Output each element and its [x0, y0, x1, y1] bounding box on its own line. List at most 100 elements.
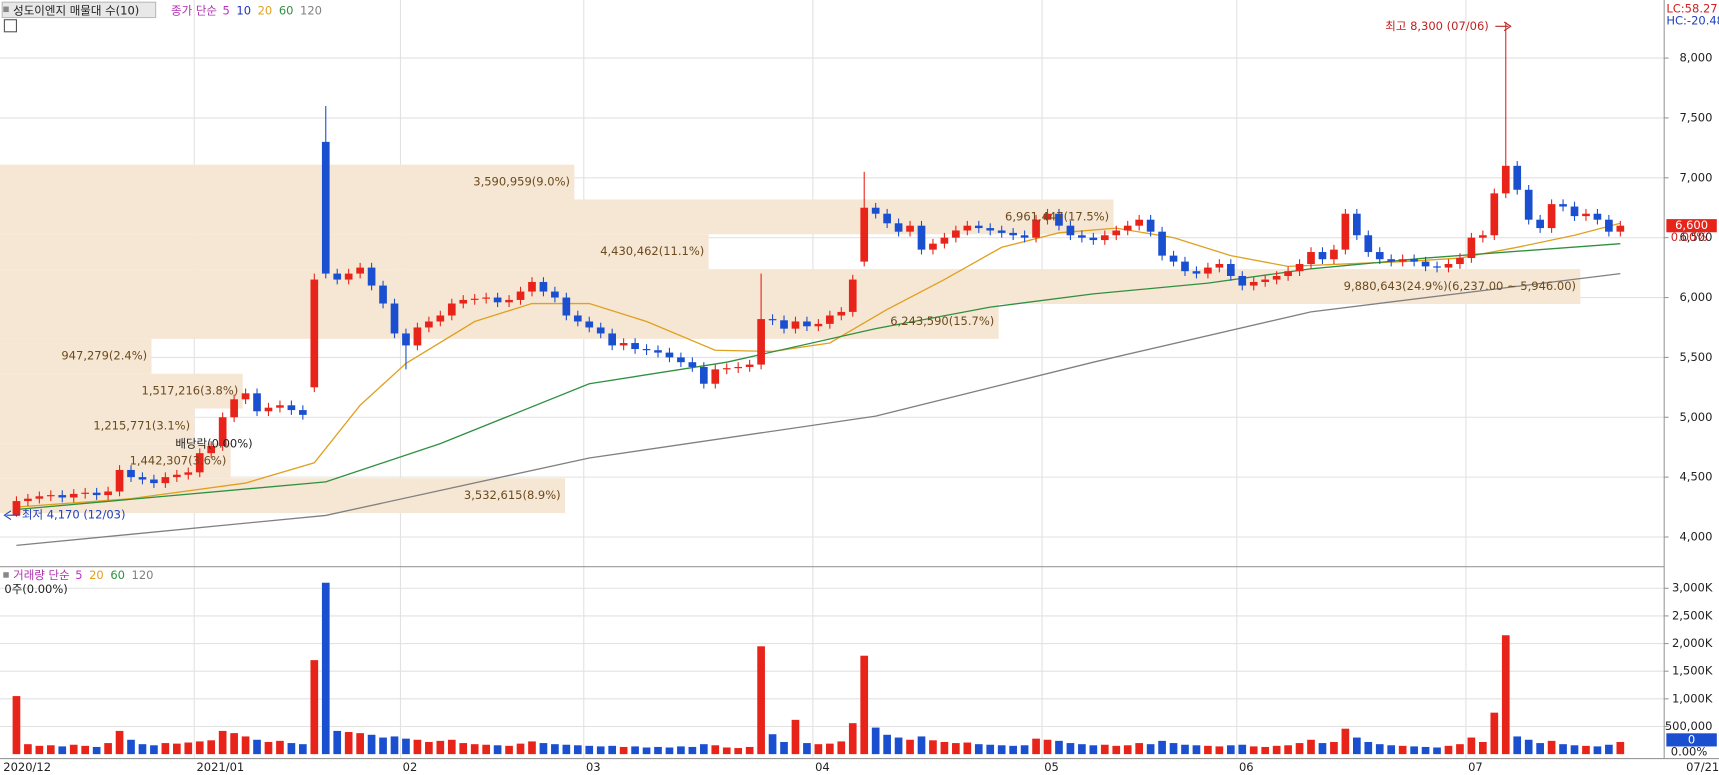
- candle-body: [608, 333, 617, 346]
- volume-bar: [1272, 745, 1281, 755]
- legend-entry: 120: [132, 568, 154, 582]
- volume-bar: [310, 660, 319, 755]
- candle-body: [722, 368, 731, 370]
- candle-body: [1272, 275, 1281, 280]
- candle-body: [837, 311, 846, 316]
- candle-body: [344, 273, 353, 280]
- candle-body: [413, 327, 422, 346]
- candle-body: [573, 315, 582, 322]
- ma-layer: [16, 222, 1621, 547]
- volume-bar: [642, 747, 651, 755]
- volume-bar: [929, 740, 937, 755]
- candle-body: [803, 321, 811, 327]
- volume-bar: [1055, 740, 1063, 755]
- volume-bar: [997, 745, 1006, 755]
- y-tick-label: 6,500: [1679, 230, 1712, 244]
- volume-bar: [1215, 746, 1224, 755]
- candle-body: [321, 141, 330, 274]
- legend-entry: 10: [236, 3, 251, 17]
- volume-bar: [894, 737, 903, 755]
- volume-bar: [184, 742, 193, 755]
- band-label: 6,243,590(15.7%): [890, 314, 994, 328]
- volume-bar: [287, 743, 296, 755]
- candle-body: [1192, 271, 1201, 274]
- volume-bar: [677, 746, 685, 755]
- candle-body: [883, 213, 891, 224]
- candle-body: [161, 477, 170, 484]
- hc-label: HC:-20.48: [1666, 13, 1719, 27]
- volume-bar: [1181, 744, 1189, 755]
- volume-bar: [195, 741, 204, 755]
- volume-bar: [161, 743, 170, 755]
- candle-body: [1375, 252, 1384, 260]
- candle-body: [654, 350, 662, 353]
- volume-profile-band: [0, 338, 152, 374]
- band-label: 947,279(2.4%): [61, 349, 147, 363]
- candle-body: [745, 364, 754, 367]
- candle-body: [780, 320, 788, 329]
- volume-bar: [654, 746, 662, 755]
- candle-body: [92, 492, 101, 496]
- candle-body: [402, 333, 410, 346]
- current-price: 6,600: [1675, 218, 1708, 232]
- candle-body: [425, 321, 433, 328]
- y-tick-label: 7,500: [1679, 110, 1712, 124]
- candle-body: [1513, 165, 1522, 190]
- candle-body: [1146, 219, 1155, 232]
- volume-bar: [573, 745, 582, 755]
- candle-body: [963, 225, 972, 231]
- current-change: 0.00%: [1671, 230, 1708, 244]
- candle-body: [551, 291, 559, 298]
- candle-body: [734, 366, 743, 369]
- candle-body: [1387, 259, 1396, 262]
- volume-bar: [1330, 741, 1338, 755]
- candle-body: [482, 297, 490, 299]
- volume-bar: [722, 747, 731, 755]
- candle-body: [46, 495, 55, 497]
- volume-bar: [1020, 745, 1029, 755]
- legend-entry: 20: [89, 568, 104, 582]
- volume-bar: [356, 733, 364, 755]
- y-tick-label: 7,000: [1679, 170, 1712, 184]
- volume-bar: [1433, 747, 1441, 755]
- candle-body: [1020, 235, 1029, 238]
- candle-body: [1433, 266, 1441, 268]
- candle-body: [1123, 225, 1132, 231]
- low-arrowhead: [3, 510, 12, 521]
- volume-bar: [12, 696, 21, 755]
- volume-bar: [390, 736, 399, 755]
- volume-bar: [367, 734, 376, 755]
- candle-body: [1501, 165, 1510, 194]
- candle-body: [69, 493, 78, 498]
- band-label: 3,532,615(8.9%): [464, 488, 561, 502]
- x-tick-label: 2020/12: [3, 760, 51, 774]
- candle-body: [24, 498, 32, 502]
- volume-bar: [768, 734, 777, 755]
- volume-bar: [230, 733, 238, 755]
- x-tick-label: 07: [1468, 760, 1483, 774]
- band-label: 3,590,959(9.0%): [473, 175, 570, 189]
- volume-bar: [745, 746, 754, 755]
- volume-bar: [516, 743, 525, 755]
- candle-body: [1524, 189, 1533, 220]
- volume-bar: [562, 744, 571, 755]
- candle-body: [1605, 219, 1613, 232]
- volume-bar: [493, 745, 502, 755]
- candle-body: [218, 417, 227, 446]
- candle-body: [871, 207, 880, 214]
- volume-bar: [425, 741, 433, 755]
- volume-bar: [1616, 741, 1625, 755]
- volume-bar: [1593, 746, 1602, 755]
- candle-body: [952, 230, 960, 238]
- candle-body: [642, 349, 651, 351]
- candle-body: [986, 228, 995, 231]
- x-tick-label: 06: [1239, 760, 1254, 774]
- candle-body: [1330, 249, 1338, 260]
- volume-bar: [631, 746, 639, 755]
- candle-body: [1559, 204, 1567, 207]
- x-tick-label: 05: [1044, 760, 1059, 774]
- chart-title: 성도이엔지 매물대 수(10): [13, 3, 139, 17]
- settings-icon[interactable]: [3, 19, 17, 33]
- candle-body: [172, 474, 181, 478]
